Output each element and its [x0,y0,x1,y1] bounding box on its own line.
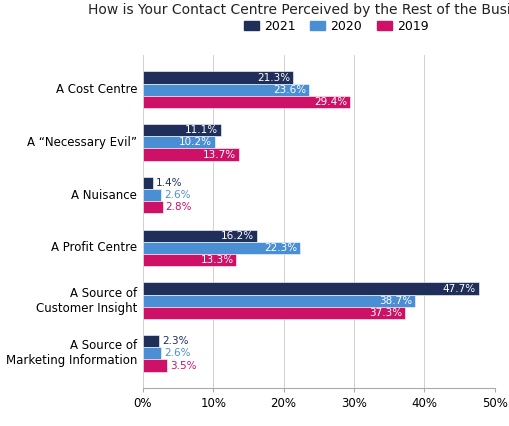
Bar [143,136,214,149]
Text: 29.4%: 29.4% [313,97,346,107]
Bar [143,83,308,96]
Text: 11.1%: 11.1% [185,125,218,135]
Text: 38.7%: 38.7% [379,296,412,305]
Bar [143,242,299,254]
Text: 2.6%: 2.6% [163,190,190,200]
Bar [143,254,236,266]
Bar [143,230,257,242]
Bar [143,282,477,294]
Text: 23.6%: 23.6% [272,85,305,95]
Bar [143,360,167,371]
Text: 2.6%: 2.6% [163,348,190,358]
Text: 47.7%: 47.7% [442,284,475,294]
Text: 22.3%: 22.3% [263,243,296,253]
Text: 21.3%: 21.3% [256,72,289,83]
Bar [143,124,220,136]
Bar [143,72,292,83]
Title: How is Your Contact Centre Perceived by the Rest of the Business?: How is Your Contact Centre Perceived by … [88,3,509,17]
Legend: 2021, 2020, 2019: 2021, 2020, 2019 [238,15,433,38]
Bar [143,294,414,307]
Text: 2.3%: 2.3% [161,336,188,346]
Bar [143,201,162,213]
Text: 13.7%: 13.7% [203,150,236,159]
Bar [143,149,239,161]
Bar [143,96,349,108]
Text: 10.2%: 10.2% [179,138,211,147]
Bar [143,335,159,347]
Text: 37.3%: 37.3% [369,308,402,318]
Bar [143,177,152,189]
Text: 1.4%: 1.4% [155,178,182,188]
Bar [143,307,405,319]
Text: 2.8%: 2.8% [165,202,191,212]
Bar [143,347,161,360]
Text: 3.5%: 3.5% [170,360,196,371]
Text: 13.3%: 13.3% [200,255,233,265]
Bar [143,189,161,201]
Text: 16.2%: 16.2% [220,231,253,241]
